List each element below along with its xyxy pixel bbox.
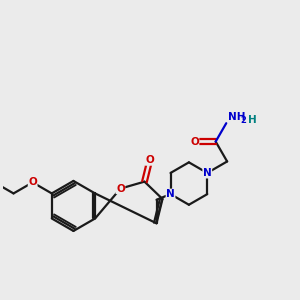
Text: N: N — [203, 168, 212, 178]
Text: NH: NH — [228, 112, 245, 122]
Text: N: N — [166, 189, 175, 199]
Text: H: H — [248, 115, 257, 125]
Text: O: O — [146, 155, 154, 165]
Text: O: O — [116, 184, 125, 194]
Text: O: O — [28, 177, 37, 188]
Text: 2: 2 — [240, 116, 246, 125]
Text: O: O — [190, 136, 199, 147]
